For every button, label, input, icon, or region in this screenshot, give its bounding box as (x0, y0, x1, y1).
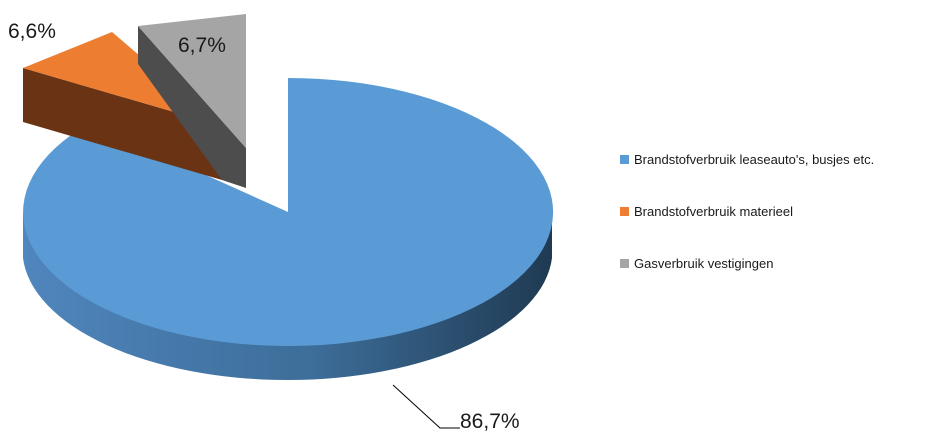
slice-side-leaseautos (23, 212, 552, 381)
slice-leaseautos (23, 77, 554, 346)
legend-item-vestigingen: Gasverbruik vestigingen (620, 254, 874, 272)
legend-swatch (620, 258, 629, 268)
data-label-vestigingen: 6,7% (178, 34, 226, 57)
legend-swatch (620, 154, 629, 164)
legend-swatch (620, 206, 629, 216)
legend-item-materieel: Brandstofverbruik materieel (620, 202, 874, 220)
leader-line-leaseautos (392, 384, 460, 429)
legend-label: Gasverbruik vestigingen (634, 255, 774, 271)
legend-item-leaseautos: Brandstofverbruik leaseauto's, busjes et… (620, 150, 874, 168)
slice-vestigingen (138, 14, 246, 148)
legend: Brandstofverbruik leaseauto's, busjes et… (620, 150, 874, 306)
data-label-materieel: 6,6% (8, 20, 56, 43)
data-label-leaseautos: 86,7% (460, 410, 520, 432)
slice-side-vestigingen (138, 26, 246, 188)
legend-label: Brandstofverbruik leaseauto's, busjes et… (634, 151, 875, 167)
slice-side-materieel (23, 68, 222, 180)
legend-label: Brandstofverbruik materieel (634, 203, 793, 219)
